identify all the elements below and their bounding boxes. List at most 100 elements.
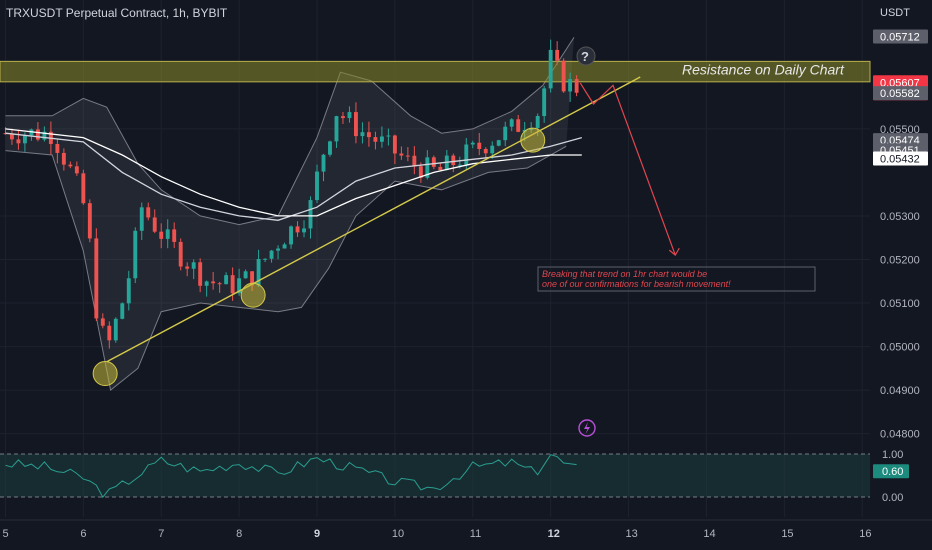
candle-body [269,250,274,259]
candle-body [35,129,40,140]
candle-body [334,116,339,142]
price-tick-label: 0.05200 [880,254,920,266]
time-tick-label: 8 [236,528,242,540]
candle-body [185,266,190,269]
candle-body [256,259,261,286]
projection-arrow-head [668,247,680,257]
candle-body [386,135,391,137]
candle-body [412,155,417,167]
trend-touch-circle [520,127,546,153]
candle-body [496,140,501,146]
candle-body [191,262,196,269]
moving-average-slow [5,128,582,217]
time-tick-label: 13 [626,528,638,540]
candle-body [379,136,384,142]
candle-body [373,137,378,142]
candle-body [516,119,521,132]
candle-body [276,248,281,251]
candle-body [574,79,579,93]
time-tick-label: 12 [548,528,560,540]
candle-body [542,88,547,117]
candle-body [457,164,462,166]
candle-body [22,135,27,144]
candle-body [392,135,397,154]
candles [3,39,579,349]
candle-body [172,229,177,242]
time-tick-label: 16 [859,528,871,540]
candle-body [263,258,268,260]
candle-body [146,207,151,218]
candle-body [61,152,66,165]
time-tick-label: 9 [314,528,320,540]
bollinger-lower-line [5,145,567,392]
price-label-box [873,151,928,166]
candle-body [509,119,514,127]
time-tick-label: 6 [80,528,86,540]
candle-body [347,112,352,119]
candle-body [464,144,469,165]
candle-body [74,166,79,174]
candle-body [431,157,436,167]
candle-body [568,79,573,92]
candle-body [483,148,488,154]
note-text: Breaking that trend on 1hr chart would b… [542,269,731,289]
grid-lines [0,0,870,517]
rsi-tick-upper: 1.00 [882,449,903,461]
price-label-text: 0.05432 [880,153,920,165]
time-tick-label: 15 [781,528,793,540]
candle-body [535,116,540,128]
candle-body [217,283,222,285]
price-axis-unit: USDT [880,7,910,19]
candle-body [16,139,21,144]
question-bubble [576,46,596,66]
trendline [106,76,641,363]
candle-body [120,303,125,319]
candle-body [68,164,73,167]
candle-body [399,153,404,156]
candle-body [477,142,482,149]
resistance-label: Resistance on Daily Chart [682,61,845,77]
candle-body [243,271,248,279]
time-tick-label: 11 [470,528,481,540]
question-mark: ? [581,49,589,64]
price-tick-label: 0.05100 [880,298,920,310]
moving-average-fast [5,132,582,221]
rsi-band-fill [0,454,870,497]
price-tick-label: 0.04900 [880,385,920,397]
rsi-line [5,454,577,499]
candle-body [159,231,164,239]
candle-body [139,207,144,231]
candle-body [55,143,60,153]
candle-body [555,49,560,61]
candle-body [418,166,423,178]
candle-body [81,173,86,204]
candle-body [302,228,306,233]
candle-body [230,275,235,294]
candle-body [152,217,157,232]
candle-body [224,275,229,285]
candle-body [250,271,255,286]
time-tick-label: 5 [2,528,8,540]
candle-body [321,154,326,172]
candle-body [204,281,209,286]
candle-body [341,116,345,119]
candle-body [405,155,410,157]
price-label-box [873,29,928,44]
candle-body [548,49,553,89]
candle-body [360,132,365,137]
candle-body [113,318,118,341]
candle-body [94,238,99,319]
rsi-tick-lower: 0.00 [882,492,903,504]
candle-body [237,278,242,294]
chart-title: TRXUSDT Perpetual Contract, 1h, BYBIT [6,6,228,20]
candle-body [9,133,14,140]
candle-body [503,126,508,141]
trend-touch-circle [240,282,266,308]
bollinger-upper-line [5,37,575,226]
trend-touch-circle [92,361,118,387]
price-tick-label: 0.05500 [880,124,920,136]
candle-body [470,142,475,145]
lightning-bolt-icon [584,422,590,434]
candle-body [107,325,112,341]
